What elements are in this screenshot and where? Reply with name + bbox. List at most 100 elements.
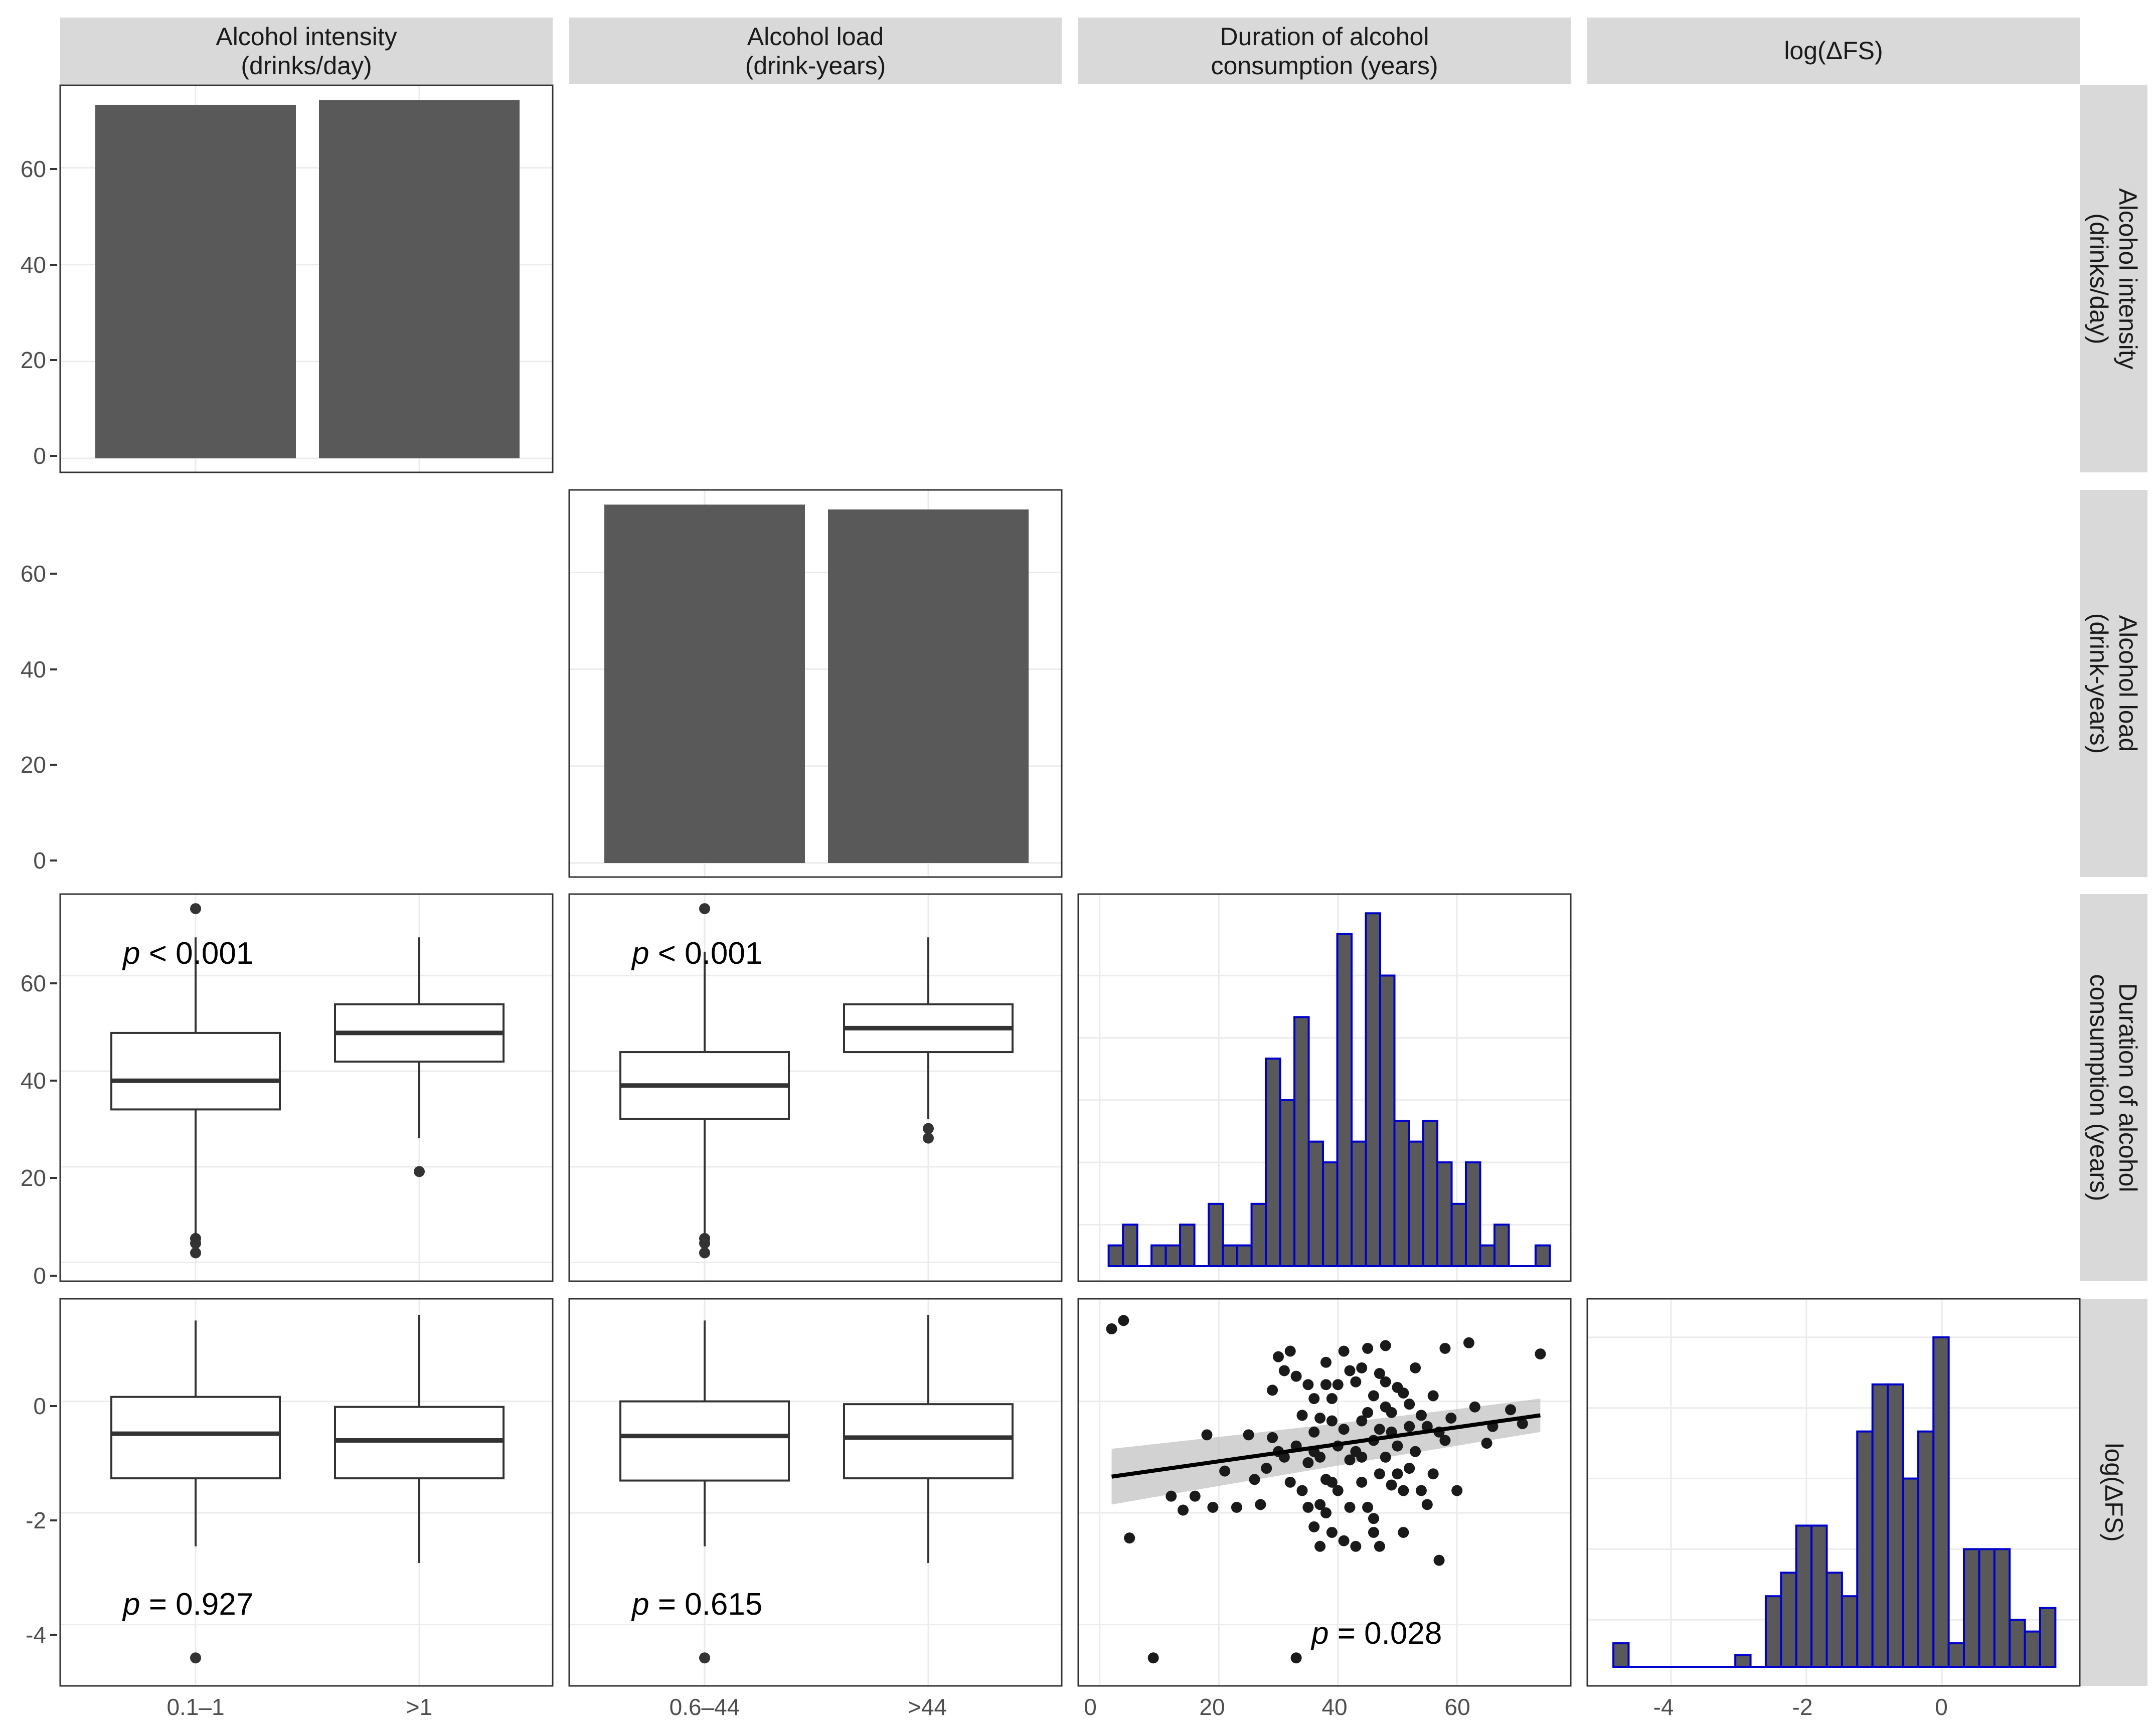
scatter-point xyxy=(1374,1540,1385,1552)
y-tick-row3-20: 20 xyxy=(21,1165,46,1191)
bar-0.6–44 xyxy=(604,504,805,863)
x-axis-ticks: 0.1–1 >1 0.6–44 >44 0 20 40 60 -4 -2 0 xyxy=(167,1694,1947,1720)
pvalue-row4-col3: p = 0.028 xyxy=(1310,1616,1442,1651)
panel-border xyxy=(1077,1298,1572,1687)
hist-bin xyxy=(1780,1572,1797,1668)
hist-bin xyxy=(1379,974,1396,1267)
scatter-point xyxy=(1326,1415,1338,1427)
column-strip-1 xyxy=(60,18,553,84)
pvalue-row3-col2: p < 0.001 xyxy=(631,936,762,971)
scatter-point xyxy=(1278,1365,1290,1376)
hist-bin xyxy=(1887,1383,1904,1668)
hist-bin xyxy=(1436,1161,1453,1267)
box-0.1–1 xyxy=(110,1031,281,1111)
scatter-point xyxy=(1338,1345,1350,1357)
scatter-point xyxy=(1290,1370,1302,1382)
scatter-point xyxy=(1368,1390,1379,1402)
panel-border xyxy=(1586,1298,2081,1687)
x-tick-col4-neg4: -4 xyxy=(1653,1694,1674,1720)
hist-bin xyxy=(1764,1595,1782,1668)
row-strip-4-line1: log(ΔFS) xyxy=(2100,1443,2128,1541)
y-tick-row1-20: 20 xyxy=(21,347,46,373)
scatter-point xyxy=(1344,1365,1356,1376)
outlier-point xyxy=(190,1652,201,1664)
y-tick-row1-40: 40 xyxy=(21,252,46,278)
scatter-point xyxy=(1267,1385,1278,1396)
hist-bin xyxy=(1293,1016,1310,1268)
scatter-point xyxy=(1392,1440,1403,1452)
hist-bin xyxy=(1150,1244,1167,1268)
scatter-point xyxy=(1189,1490,1201,1502)
y-tick-row4-neg2: -2 xyxy=(26,1507,46,1533)
hist-bin xyxy=(1222,1244,1239,1268)
hist-bin xyxy=(1871,1383,1889,1668)
panel-r4-c3 xyxy=(1077,1298,1572,1687)
hist-bin xyxy=(1365,912,1382,1267)
hist-bin xyxy=(1612,1642,1630,1668)
hist-bin xyxy=(1902,1477,1919,1668)
hist-bin xyxy=(1450,1202,1467,1268)
row-strip-2-line2: (drink-years) xyxy=(2085,613,2113,754)
hist-bin xyxy=(1393,1120,1410,1268)
scatter-point xyxy=(1326,1526,1338,1538)
column-strip-3-line2: consumption (years) xyxy=(1211,52,1438,80)
column-strip-3-line1: Duration of alcohol xyxy=(1220,23,1429,51)
y-tick-row4-neg4: -4 xyxy=(26,1622,46,1648)
hist-bin xyxy=(1932,1336,1950,1668)
scatter-point xyxy=(1439,1342,1451,1354)
confidence-band xyxy=(1111,1399,1541,1505)
hist-bin xyxy=(1322,1161,1339,1267)
scatter-point xyxy=(1338,1535,1350,1546)
scatter-point xyxy=(1320,1379,1332,1391)
scatter-point xyxy=(1166,1490,1177,1502)
row-strip-1-line1: Alcohol intensity xyxy=(2114,188,2142,369)
scatter-point xyxy=(1427,1390,1439,1402)
hist-bin xyxy=(1336,933,1353,1267)
scatter-point xyxy=(1517,1418,1528,1430)
scatter-point xyxy=(1451,1485,1463,1496)
x-tick-col3-60: 60 xyxy=(1444,1694,1470,1720)
scatter-point xyxy=(1362,1407,1374,1418)
scatter-point xyxy=(1356,1451,1368,1463)
scatter-point xyxy=(1261,1463,1272,1474)
scatter-point xyxy=(1284,1476,1296,1488)
hist-bin xyxy=(1165,1244,1182,1268)
bar-0.1–1 xyxy=(95,104,296,458)
y-tick-row4-0: 0 xyxy=(33,1393,46,1419)
panel-r3-c1 xyxy=(59,893,554,1282)
y-tick-row1-60: 60 xyxy=(21,156,46,182)
y-tick-row3-0: 0 xyxy=(33,1263,46,1289)
hist-bin xyxy=(1265,1058,1281,1268)
hist-bin xyxy=(2009,1619,2026,1668)
hist-bin xyxy=(1307,1140,1324,1268)
scatter-point xyxy=(1320,1356,1332,1368)
scatter-point xyxy=(1398,1387,1409,1399)
scatter-point xyxy=(1178,1504,1189,1516)
scatter-point xyxy=(1308,1521,1320,1532)
outlier-point xyxy=(190,1247,201,1259)
hist-bin xyxy=(1917,1430,1935,1668)
x-tick-col4-neg2: -2 xyxy=(1792,1694,1813,1720)
scatter-point xyxy=(1118,1315,1129,1326)
row-strip-3 xyxy=(2080,894,2147,1281)
y-tick-row3-60: 60 xyxy=(21,970,46,996)
row-strip-3-line2: consumption (years) xyxy=(2085,974,2113,1201)
panels xyxy=(59,84,2081,1687)
x-tick-col2-a: 0.6–44 xyxy=(670,1694,740,1720)
hist-bin xyxy=(1208,1202,1224,1268)
x-tick-col3-40: 40 xyxy=(1321,1694,1347,1720)
hist-bin xyxy=(1963,1548,1980,1668)
scatter-point xyxy=(1415,1410,1427,1421)
pvalue-row4-col1: p = 0.927 xyxy=(122,1587,253,1622)
scatter-point xyxy=(1404,1399,1415,1410)
scatter-point xyxy=(1344,1501,1356,1513)
panel-border xyxy=(568,1298,1063,1687)
hist-bin xyxy=(1826,1572,1843,1668)
scatter-point xyxy=(1231,1501,1242,1513)
column-strips: Alcohol intensity (drinks/day) Alcohol l… xyxy=(60,18,2080,84)
hist-bin xyxy=(2024,1630,2041,1668)
scatter-point xyxy=(1368,1526,1379,1538)
column-strip-1-line1: Alcohol intensity xyxy=(216,23,397,51)
outlier-point xyxy=(699,1247,710,1259)
hist-bin xyxy=(1795,1524,1813,1668)
